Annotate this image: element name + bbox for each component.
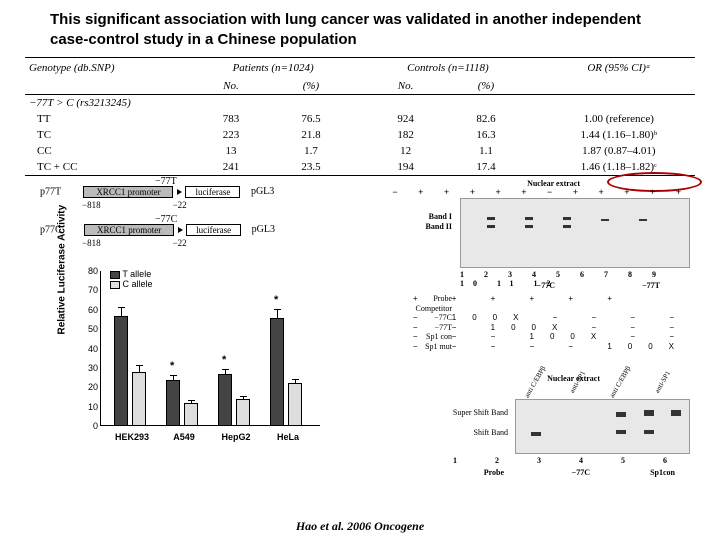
gel-g2: −77T xyxy=(642,281,660,290)
col-patients: Patients (n=1024) xyxy=(193,58,353,77)
sub-no: No. xyxy=(193,76,269,95)
gel-matrix: + + + + + + − 100X − − − −− − 100X − − −… xyxy=(413,294,690,352)
sub-pct-c: (%) xyxy=(444,76,529,95)
band2-label: Band II xyxy=(426,222,452,231)
construct-p77t: p77T −77T XRCC1 promoter luciferase pGL3… xyxy=(40,186,274,198)
luciferase-bar-chart: Relative Luciferase Activity T allele C … xyxy=(70,271,330,446)
section-label: −77T > C (rs3213245) xyxy=(25,95,695,112)
slide-title: This significant association with lung c… xyxy=(0,0,720,57)
gel-plusminus: − + + + + + − + + + + + xyxy=(392,187,690,197)
gel-bot-image xyxy=(515,399,690,454)
col-controls: Controls (n=1118) xyxy=(368,58,529,77)
construct-p77c: p77C −77C XRCC1 promoter luciferase pGL3… xyxy=(40,224,275,236)
col-or: OR (95% CI)ᵃ xyxy=(543,58,695,77)
bg1: −77C xyxy=(572,468,590,477)
bg2: Sp1con xyxy=(650,468,675,477)
col-genotype: Genotype (db.SNP) xyxy=(25,58,193,77)
ss-label: Super Shift Band xyxy=(453,408,508,417)
shift-label: Shift Band xyxy=(474,428,508,437)
ab-cols: anti C/EBPβ anti-SP1 anti C/EBPβ anti-SP… xyxy=(515,376,685,384)
sub-no-c: No. xyxy=(368,76,444,95)
band1-label: Band I xyxy=(429,212,452,221)
gel-g1: −77C xyxy=(537,281,555,290)
y-axis-label: Relative Luciferase Activity xyxy=(57,204,68,334)
chart-legend: T allele C allele xyxy=(110,269,153,289)
probe-lbl: Probe xyxy=(484,468,504,477)
citation: Hao et al. 2006 Oncogene xyxy=(296,519,424,534)
data-table: Genotype (db.SNP) Patients (n=1024) Cont… xyxy=(0,57,720,176)
gel-top-image xyxy=(460,198,690,268)
gel-bot-lanes: 1 2 3 4 5 6 xyxy=(453,456,685,465)
sub-pct: (%) xyxy=(269,76,353,95)
